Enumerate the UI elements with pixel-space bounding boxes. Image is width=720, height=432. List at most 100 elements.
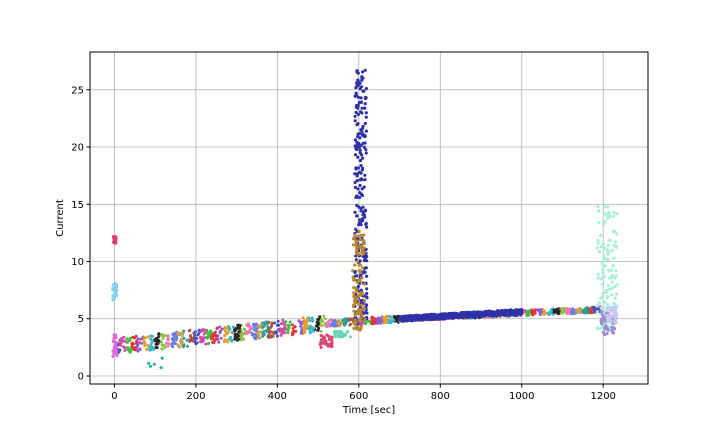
data-point	[166, 338, 170, 341]
data-point	[244, 330, 248, 334]
data-point	[360, 291, 364, 295]
data-point	[353, 114, 357, 118]
data-point	[613, 321, 617, 325]
data-point	[281, 318, 285, 322]
x-tick-label: 200	[186, 391, 205, 402]
data-point	[600, 321, 604, 325]
data-point	[365, 274, 369, 278]
data-point	[613, 306, 617, 310]
data-point	[115, 293, 119, 298]
data-point	[341, 334, 345, 338]
data-point	[150, 341, 154, 345]
data-point	[533, 311, 537, 315]
data-point	[360, 130, 364, 134]
data-point	[479, 310, 483, 314]
data-point	[557, 309, 561, 313]
data-point	[352, 309, 356, 313]
data-point	[383, 319, 387, 322]
data-point	[247, 331, 250, 335]
data-point	[161, 337, 165, 340]
data-point	[171, 338, 174, 342]
data-point	[115, 349, 119, 353]
data-point	[271, 334, 275, 338]
data-point	[355, 311, 359, 315]
data-point	[599, 245, 603, 249]
data-point	[362, 233, 366, 237]
data-point	[156, 338, 160, 342]
data-point	[418, 314, 422, 319]
data-point	[480, 312, 484, 317]
data-point	[113, 281, 117, 286]
data-point	[320, 320, 324, 324]
data-point	[364, 208, 368, 212]
data-point	[254, 336, 258, 340]
data-point	[533, 308, 537, 312]
data-point	[306, 324, 310, 328]
data-point	[113, 345, 117, 349]
data-point	[205, 336, 209, 340]
data-point	[357, 303, 361, 307]
data-point	[330, 342, 334, 346]
data-point	[360, 193, 364, 198]
data-point	[601, 330, 605, 334]
data-point	[601, 264, 605, 268]
data-point	[353, 263, 357, 267]
data-point	[220, 327, 224, 331]
data-point	[170, 342, 174, 346]
data-point	[362, 299, 366, 303]
data-point	[476, 313, 481, 317]
data-point	[436, 317, 440, 321]
data-point	[259, 330, 263, 334]
data-point	[311, 329, 315, 333]
data-point	[361, 205, 365, 209]
data-point	[333, 331, 338, 335]
data-point	[358, 87, 362, 91]
data-point	[605, 309, 610, 313]
data-point	[216, 337, 220, 341]
data-point	[595, 246, 599, 250]
data-point	[605, 331, 609, 336]
data-point	[356, 95, 360, 99]
data-point	[240, 331, 244, 335]
data-point	[278, 329, 282, 332]
data-point	[112, 348, 116, 352]
data-point	[125, 341, 129, 344]
data-point	[236, 338, 239, 342]
data-point	[352, 286, 356, 290]
data-point	[257, 324, 261, 328]
data-point	[356, 187, 360, 191]
data-point	[596, 205, 600, 209]
data-point	[607, 287, 612, 291]
data-point	[127, 348, 131, 352]
data-point	[509, 313, 513, 317]
data-point	[364, 303, 369, 307]
data-point	[122, 339, 126, 343]
data-point	[319, 340, 323, 344]
data-point	[352, 321, 356, 325]
data-point	[430, 314, 434, 318]
data-point	[602, 222, 606, 226]
data-point	[310, 316, 314, 320]
data-point	[151, 334, 155, 338]
data-point	[341, 318, 345, 322]
data-point	[605, 327, 609, 331]
data-point	[597, 221, 601, 225]
data-point	[358, 170, 362, 174]
data-point	[366, 319, 370, 323]
data-point	[146, 344, 150, 347]
data-point	[228, 326, 232, 330]
data-point	[149, 337, 153, 341]
data-point	[394, 315, 397, 319]
data-point	[363, 141, 367, 145]
data-point	[123, 346, 127, 350]
data-point	[267, 336, 271, 339]
data-point	[355, 81, 359, 85]
data-point	[389, 319, 393, 322]
data-point	[608, 239, 613, 243]
data-point	[238, 323, 242, 327]
y-axis-label: Current	[55, 199, 66, 237]
data-point	[465, 315, 469, 319]
data-point	[365, 287, 369, 291]
data-point	[199, 328, 203, 332]
data-point	[176, 343, 180, 347]
